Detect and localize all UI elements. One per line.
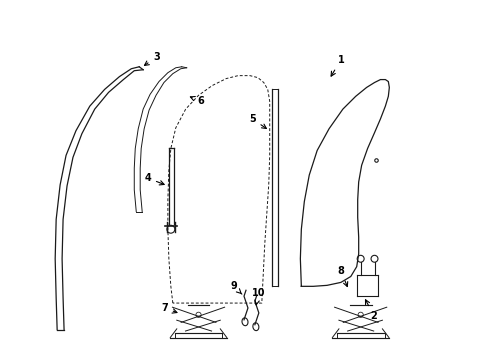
Text: 5: 5 xyxy=(248,114,266,129)
Text: 7: 7 xyxy=(161,303,177,313)
Text: 9: 9 xyxy=(230,281,242,294)
Text: 4: 4 xyxy=(144,173,164,185)
Ellipse shape xyxy=(242,318,247,326)
Text: 8: 8 xyxy=(337,266,347,287)
Text: 1: 1 xyxy=(330,55,344,76)
Text: 2: 2 xyxy=(365,300,377,321)
Text: 10: 10 xyxy=(251,288,265,305)
Text: 6: 6 xyxy=(190,96,204,106)
Text: 3: 3 xyxy=(144,52,160,66)
Ellipse shape xyxy=(252,323,258,330)
